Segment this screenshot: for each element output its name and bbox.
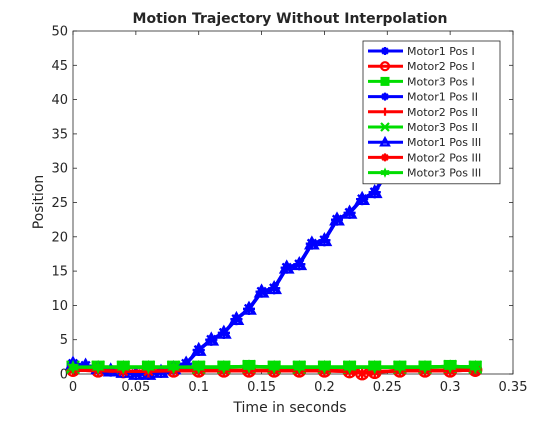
y-tick-label: 10: [51, 299, 68, 314]
data-point: [303, 235, 320, 250]
data-point: [293, 359, 306, 375]
data-point: [443, 359, 457, 374]
x-axis-label: Time in seconds: [232, 400, 346, 416]
data-point: [354, 190, 371, 205]
data-point: [91, 359, 105, 375]
x-tick-label: 0.35: [499, 380, 528, 395]
data-point: [167, 359, 180, 375]
data-point: [190, 341, 207, 356]
y-tick-label: 30: [51, 162, 68, 177]
data-point: [253, 283, 270, 298]
series-motor3-pos-iii: [66, 359, 482, 375]
data-point: [329, 211, 345, 226]
legend-item: Motor3 Pos II: [368, 121, 478, 134]
data-point: [215, 324, 232, 339]
x-tick-label: 0.05: [121, 380, 150, 395]
y-tick-label: 0: [60, 368, 68, 383]
data-point: [242, 359, 256, 374]
data-point: [291, 255, 308, 271]
y-tick-label: 20: [51, 230, 68, 245]
legend-item: Motor3 Pos III: [368, 167, 481, 180]
x-tick-label: 0.3: [440, 380, 461, 395]
legend-item: Motor2 Pos II: [368, 106, 478, 119]
data-point: [418, 359, 432, 375]
legend-swatch-marker: [381, 47, 389, 55]
data-point: [366, 183, 383, 199]
legend-label: Motor2 Pos II: [407, 106, 478, 119]
y-tick-label: 25: [51, 196, 68, 211]
x-tick-label: 0.25: [373, 380, 402, 395]
legend-item: Motor1 Pos III: [368, 135, 481, 149]
data-point: [203, 331, 220, 346]
data-point: [266, 279, 283, 295]
y-tick-label: 15: [51, 265, 68, 280]
data-point: [217, 359, 231, 375]
chart-title: Motion Trajectory Without Interpolation: [133, 11, 448, 27]
data-point: [341, 204, 358, 219]
data-point: [469, 359, 482, 375]
legend-item: Motor1 Pos II: [368, 91, 478, 104]
data-point: [127, 365, 144, 380]
legend-label: Motor2 Pos III: [407, 151, 481, 164]
legend-swatch-marker: [380, 122, 390, 132]
data-point: [241, 300, 257, 315]
data-point: [356, 367, 369, 380]
y-tick-label: 45: [51, 59, 68, 74]
legend-swatch-marker: [381, 92, 389, 101]
y-tick-label: 35: [51, 127, 68, 142]
data-point: [393, 359, 407, 375]
data-point: [267, 359, 281, 375]
data-point: [192, 359, 205, 375]
legend: Motor1 Pos I Motor2 Pos I Motor3 Pos I Moto…: [362, 40, 501, 185]
legend-label: Motor1 Pos III: [407, 136, 481, 149]
legend-swatch-marker: [379, 61, 391, 72]
x-tick-label: 0.15: [247, 380, 276, 395]
legend-label: Motor3 Pos I: [407, 75, 475, 88]
legend-label: Motor1 Pos I: [407, 45, 475, 58]
data-point: [318, 359, 331, 375]
legend-label: Motor2 Pos I: [407, 60, 475, 73]
legend-swatch-marker: [380, 167, 390, 178]
y-tick-label: 50: [51, 25, 68, 40]
y-tick-label: 40: [51, 93, 68, 108]
y-axis-label: Position: [31, 175, 47, 230]
data-point: [278, 259, 295, 274]
legend-item: Motor3 Pos I: [368, 75, 475, 88]
data-point: [142, 359, 155, 375]
legend-label: Motor3 Pos III: [407, 167, 481, 180]
legend-swatch-marker: [379, 135, 391, 147]
legend-item: Motor1 Pos I: [368, 45, 475, 58]
data-point: [228, 310, 245, 326]
data-point: [343, 359, 356, 375]
data-point: [316, 231, 333, 247]
x-tick-label: 0.2: [314, 380, 335, 395]
legend-item: Motor2 Pos I: [368, 60, 475, 73]
legend-item: Motor2 Pos III: [368, 151, 481, 164]
data-point: [117, 359, 130, 375]
legend-swatch-marker: [381, 153, 389, 162]
legend-label: Motor3 Pos II: [407, 121, 478, 134]
data-point: [66, 359, 80, 375]
x-tick-label: 0: [69, 380, 77, 395]
legend-swatch-marker: [380, 76, 390, 86]
data-point: [368, 359, 381, 375]
x-tick-label: 0.1: [188, 380, 209, 395]
legend-swatch-marker: [381, 107, 389, 116]
legend-label: Motor1 Pos II: [407, 91, 478, 104]
y-tick-label: 5: [60, 333, 68, 348]
